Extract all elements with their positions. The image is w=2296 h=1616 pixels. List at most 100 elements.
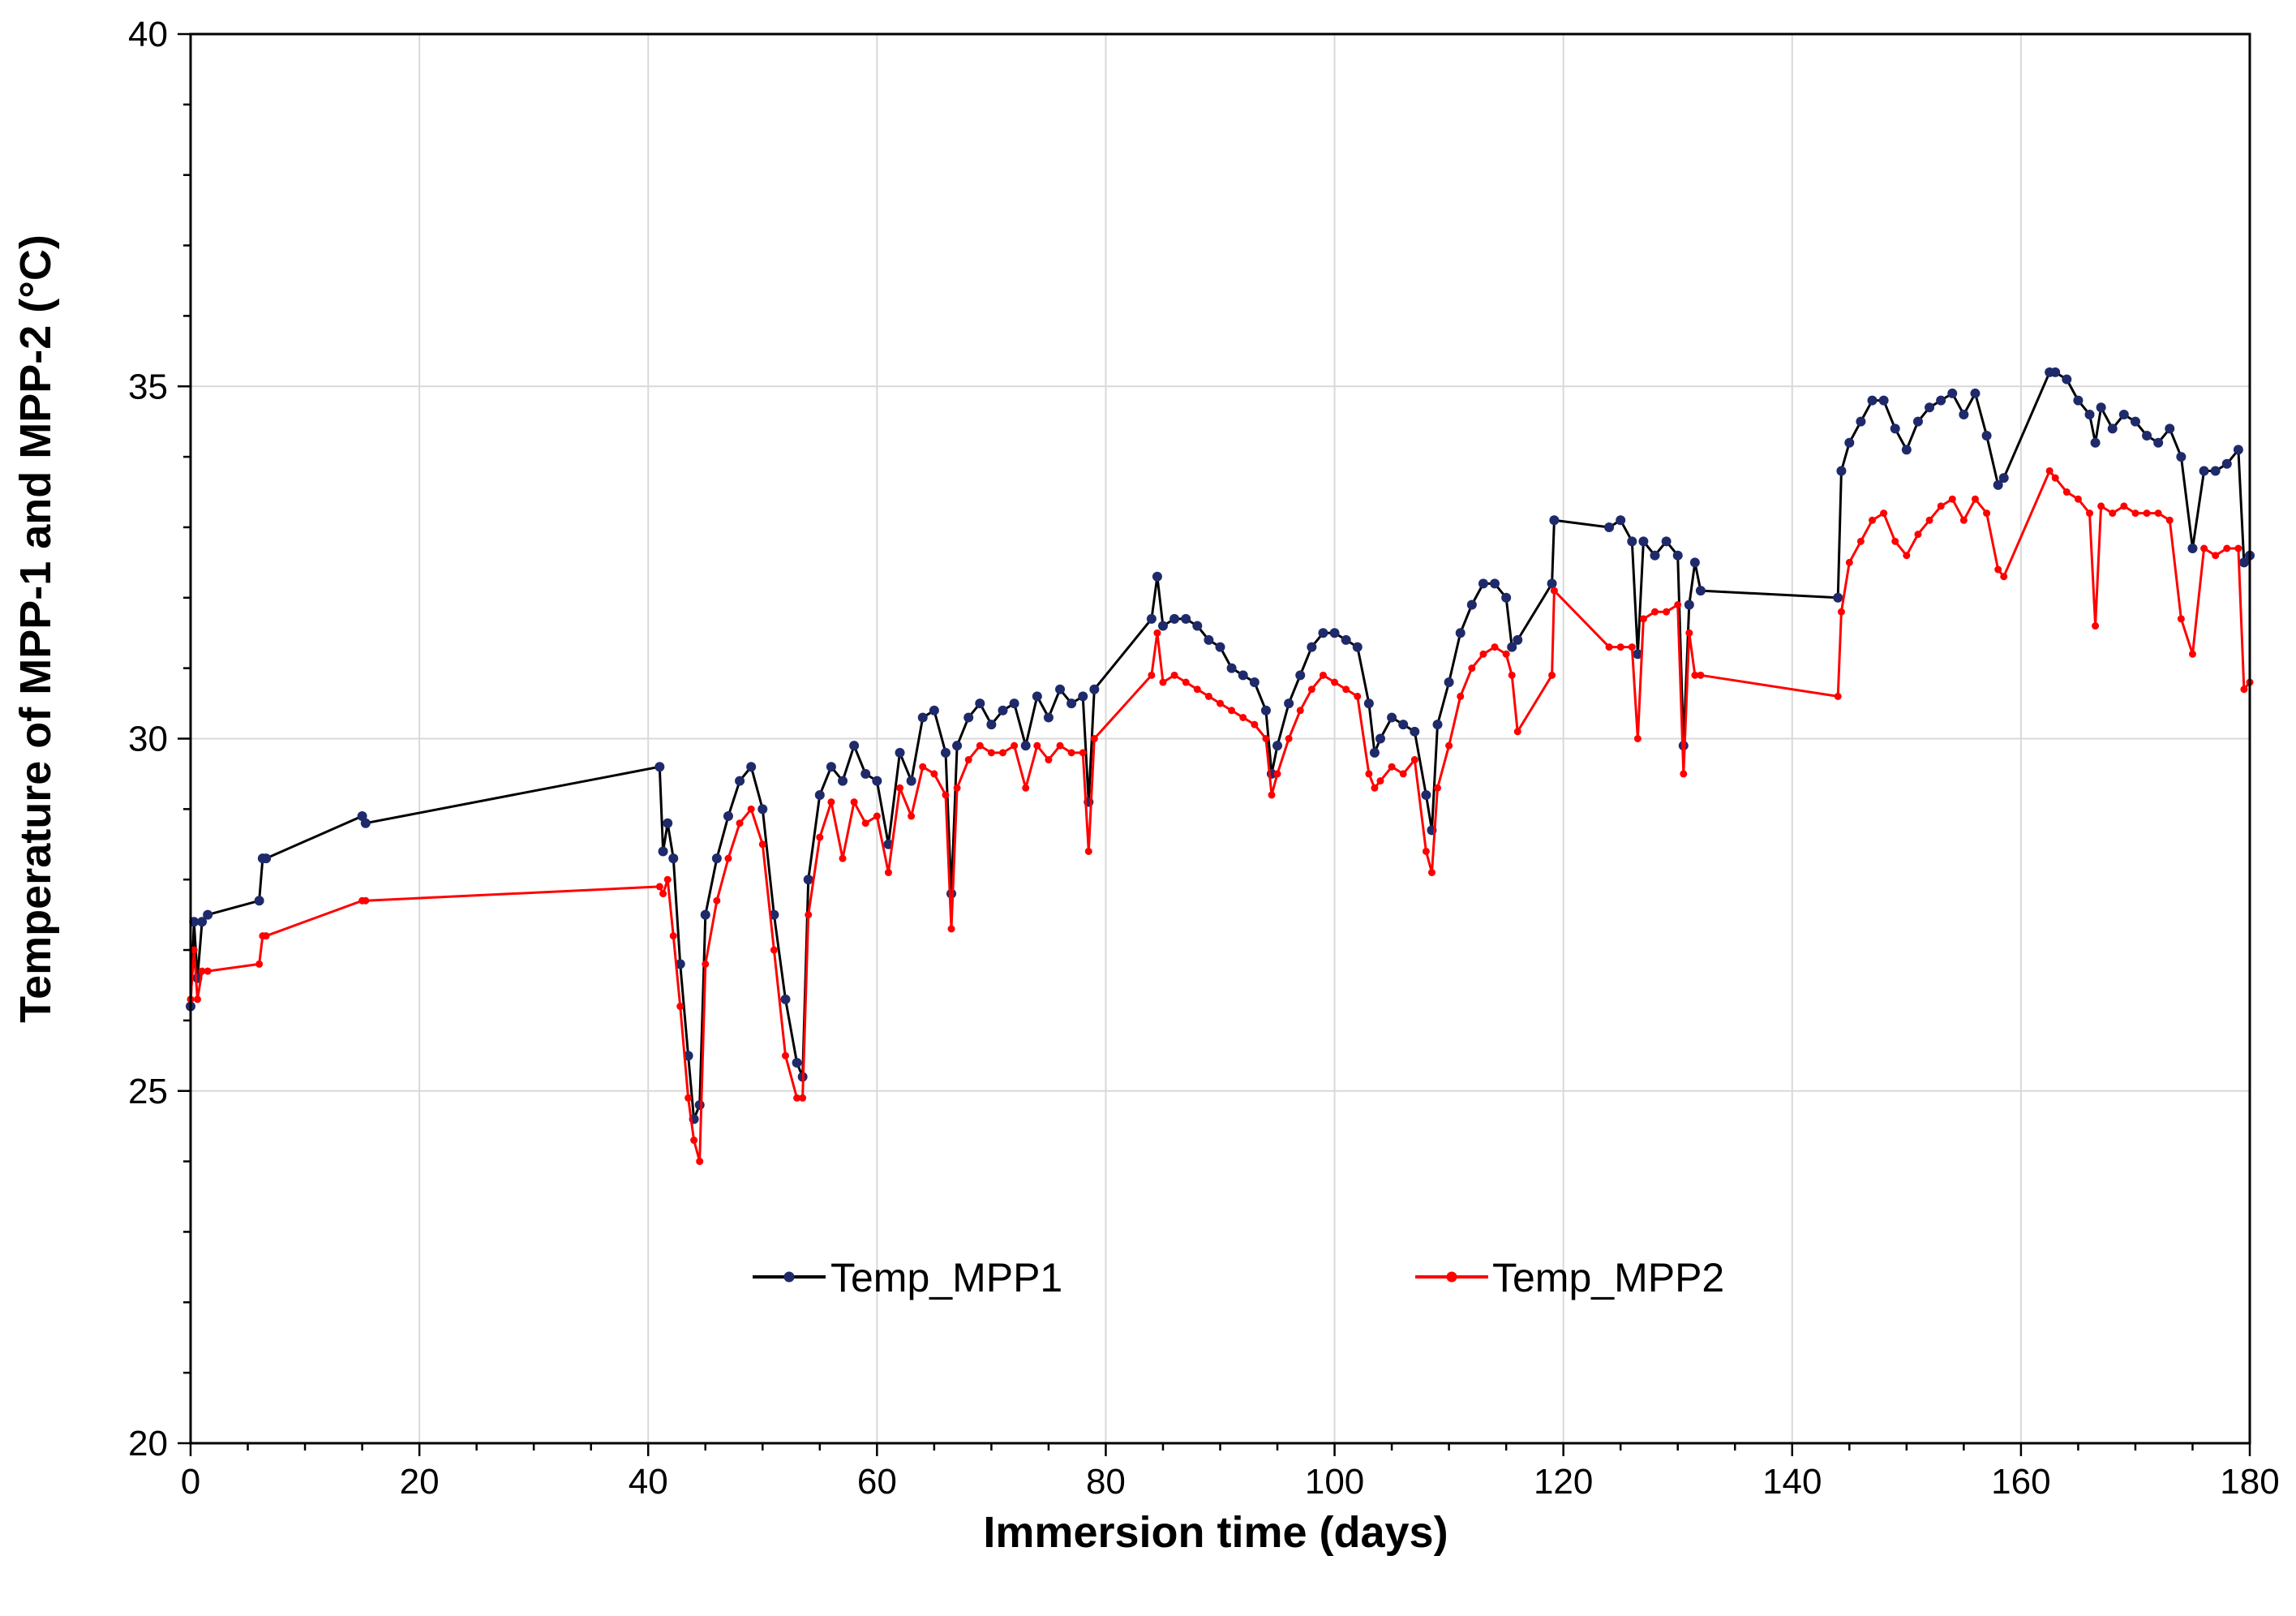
data-point [193, 995, 201, 1004]
data-point [1084, 847, 1092, 855]
data-point [2176, 452, 2187, 462]
data-point [1661, 536, 1672, 547]
data-point [1169, 613, 1180, 624]
data-point [1020, 741, 1031, 751]
data-point [1507, 642, 1517, 652]
data-point [975, 698, 985, 709]
data-point [1674, 600, 1682, 608]
data-point [1307, 642, 1317, 652]
data-point [1993, 479, 2003, 490]
data-point [1869, 516, 1877, 524]
data-point [1295, 670, 1306, 681]
data-point [2097, 502, 2105, 510]
data-point [1880, 509, 1888, 518]
series-temp-mpp2 [187, 466, 2254, 1166]
data-point [1695, 586, 1706, 596]
y-axis-ticks: 20 25 30 35 40 [128, 15, 168, 1463]
data-point [1181, 613, 1191, 624]
data-point [1697, 671, 1705, 679]
data-point [2074, 495, 2082, 503]
data-point [1285, 735, 1293, 742]
data-point [906, 776, 916, 786]
data-point [1890, 423, 1900, 434]
data-point [1457, 692, 1465, 700]
data-point [1650, 550, 1660, 561]
data-point [758, 840, 766, 849]
data-point [1501, 592, 1512, 603]
data-point [2223, 544, 2231, 552]
legend-item-temp-mpp1: Temp_MPP1 [753, 1255, 1062, 1300]
data-point [262, 932, 270, 940]
data-point [2187, 544, 2198, 554]
data-point [190, 946, 198, 954]
y-tick-label: 25 [128, 1072, 168, 1111]
data-point [690, 1137, 698, 1145]
data-point [2188, 650, 2196, 658]
data-point [2234, 544, 2242, 552]
data-point [746, 762, 757, 772]
data-point [2084, 409, 2095, 419]
data-point [2143, 509, 2151, 518]
data-point [2086, 509, 2094, 518]
data-point [799, 1094, 807, 1102]
legend-marker-mpp1 [783, 1271, 795, 1283]
data-point [1318, 628, 1328, 638]
data-point [1354, 692, 1362, 700]
data-point [1410, 756, 1418, 764]
data-point [953, 784, 961, 792]
data-point [1204, 692, 1212, 700]
data-point [362, 896, 370, 905]
data-point [1375, 733, 1385, 744]
data-point [1548, 671, 1556, 679]
data-point [2118, 409, 2129, 419]
data-point [1445, 741, 1453, 750]
data-point [669, 932, 677, 940]
data-point [655, 883, 663, 891]
data-point [896, 784, 904, 792]
data-point [2221, 458, 2232, 469]
data-point [2073, 395, 2084, 406]
data-point [1170, 671, 1178, 679]
data-point [1502, 650, 1510, 658]
data-point [2120, 502, 2128, 510]
data-point [1009, 698, 1019, 709]
data-point [1513, 728, 1521, 736]
data-point [736, 819, 744, 827]
data-point [2131, 509, 2139, 518]
data-point [2062, 374, 2072, 385]
data-point [1387, 712, 1397, 723]
x-tick-label: 0 [181, 1462, 200, 1502]
x-tick-label: 100 [1305, 1462, 1364, 1502]
data-point [1268, 791, 1276, 799]
data-point [1680, 770, 1688, 778]
data-point [668, 853, 679, 864]
data-point [1228, 707, 1236, 715]
data-point [654, 762, 665, 772]
data-point [963, 712, 974, 723]
data-point [2062, 488, 2071, 496]
data-point [1032, 691, 1042, 702]
data-point [1262, 735, 1270, 742]
data-point [1217, 699, 1224, 707]
data-point [1891, 537, 1899, 545]
data-point [2165, 516, 2174, 524]
data-point [1837, 608, 1845, 616]
data-point [659, 890, 667, 898]
data-point [1547, 578, 1557, 589]
data-point [1260, 705, 1271, 716]
data-point [1273, 770, 1281, 778]
data-point [1157, 621, 1168, 631]
data-point [1605, 643, 1613, 651]
data-point [1994, 565, 2002, 574]
data-point [1239, 713, 1247, 721]
data-point [1421, 789, 1431, 800]
data-point [2177, 615, 2185, 623]
data-point [1627, 536, 1637, 547]
data-point [816, 833, 824, 841]
data-point [839, 854, 847, 862]
data-point [1011, 741, 1019, 750]
plot-area-frame [189, 32, 2251, 1445]
data-point [780, 994, 791, 1004]
data-point [1616, 643, 1624, 651]
